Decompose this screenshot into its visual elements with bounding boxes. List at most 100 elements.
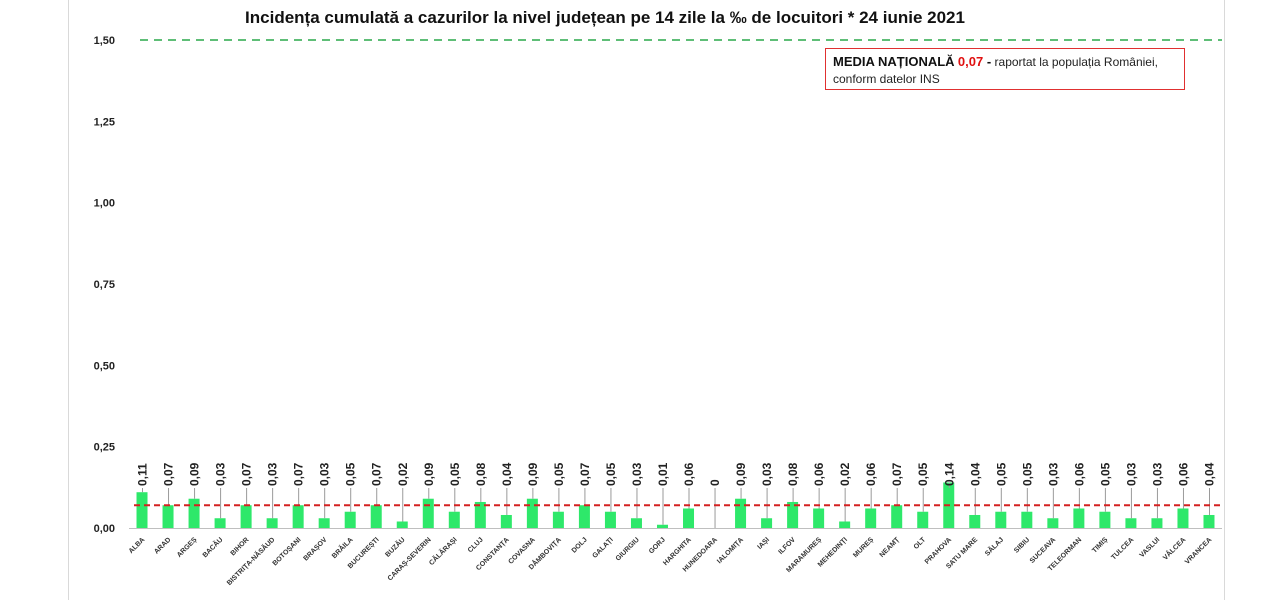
data-label: 0,07: [890, 462, 904, 486]
data-label: 0,07: [292, 462, 306, 486]
category-label: BIHOR: [230, 536, 251, 557]
data-label: 0,05: [552, 462, 566, 486]
data-label: 0,06: [812, 462, 826, 486]
national-average-annotation: MEDIA NAȚIONALĂ 0,07 - raportat la popul…: [825, 48, 1185, 90]
bar: [1021, 511, 1033, 528]
data-label: 0,05: [916, 462, 930, 486]
data-label: 0,07: [578, 462, 592, 486]
bar: [136, 492, 148, 528]
data-label: 0,03: [214, 462, 228, 486]
bar: [396, 521, 408, 528]
bar: [1177, 508, 1189, 528]
data-label: 0,09: [734, 462, 748, 486]
category-label: IALOMIȚA: [716, 536, 745, 565]
y-tick-label: 1,25: [94, 116, 115, 128]
data-label: 0,06: [1176, 462, 1190, 486]
bar: [865, 508, 877, 528]
y-tick-label: 0,50: [94, 360, 115, 372]
category-label: BISTRIȚA-NĂSĂUD: [225, 535, 277, 587]
bar: [474, 501, 486, 528]
data-label: 0,03: [318, 462, 332, 486]
category-label: BRĂILA: [330, 535, 355, 560]
data-label: 0,04: [1202, 462, 1216, 486]
data-label: 0,06: [1072, 462, 1086, 486]
category-label: ALBA: [128, 536, 147, 555]
data-label: 0,06: [864, 462, 878, 486]
bar: [526, 498, 538, 528]
bar: [995, 511, 1007, 528]
y-tick-label: 0,00: [94, 523, 115, 535]
category-label: ARAD: [153, 536, 172, 555]
data-label: 0,03: [630, 462, 644, 486]
category-label: SIBIU: [1013, 536, 1031, 554]
category-label: MUREȘ: [852, 536, 875, 559]
category-label: BACĂU: [200, 535, 224, 559]
data-label: 0,06: [682, 462, 696, 486]
category-label: CĂLĂRAȘI: [427, 535, 459, 567]
data-label: 0: [708, 479, 722, 486]
bar: [214, 518, 226, 528]
bar: [552, 511, 564, 528]
category-label: GORJ: [648, 536, 667, 555]
bar: [839, 521, 851, 528]
bar: [969, 514, 981, 528]
chart-title: Incidența cumulată a cazurilor la nivel …: [245, 8, 965, 27]
data-label: 0,05: [604, 462, 618, 486]
data-label: 0,05: [1098, 462, 1112, 486]
category-label: IAȘI: [756, 536, 771, 551]
annotation-line-1: MEDIA NAȚIONALĂ 0,07 - raportat la popul…: [833, 53, 1177, 71]
bar: [656, 524, 668, 528]
data-label: 0,05: [448, 462, 462, 486]
category-label: BUZĂU: [383, 535, 407, 559]
data-label: 0,07: [370, 462, 384, 486]
annotation-value: 0,07: [957, 54, 984, 69]
bar: [683, 508, 695, 528]
category-label: ILFOV: [777, 536, 797, 556]
bar: [266, 518, 278, 528]
data-label: 0,05: [1020, 462, 1034, 486]
bar: [318, 518, 330, 528]
data-label: 0,03: [1150, 462, 1164, 486]
bar: [500, 514, 512, 528]
bar: [1203, 514, 1215, 528]
data-label: 0,02: [396, 462, 410, 486]
bar: [422, 498, 434, 528]
bar: [448, 511, 460, 528]
data-label: 0,05: [994, 462, 1008, 486]
data-label: 0,03: [266, 462, 280, 486]
bar: [344, 511, 356, 528]
category-label: OLT: [913, 536, 928, 551]
data-label: 0,03: [760, 462, 774, 486]
category-label: BOTOȘANI: [272, 536, 303, 567]
data-label: 0,02: [838, 462, 852, 486]
y-tick-label: 1,00: [94, 198, 115, 210]
bar: [578, 505, 590, 528]
chart-frame-left-border: [68, 0, 69, 600]
annotation-separator: -: [983, 54, 992, 69]
data-label: 0,07: [162, 462, 176, 486]
data-label: 0,14: [942, 462, 956, 486]
bar: [370, 505, 382, 528]
category-label: VASLUI: [1139, 536, 1162, 559]
bar: [917, 511, 929, 528]
bar: [891, 505, 903, 528]
bar: [787, 501, 799, 528]
bar: [1047, 518, 1059, 528]
data-label: 0,08: [474, 462, 488, 486]
data-label: 0,09: [422, 462, 436, 486]
annotation-label: MEDIA NAȚIONALĂ: [833, 54, 955, 69]
bar: [188, 498, 200, 528]
category-label: DOLJ: [571, 536, 589, 554]
bar: [1099, 511, 1111, 528]
y-tick-label: 0,75: [94, 279, 115, 291]
bar: [292, 505, 304, 528]
data-label: 0,03: [1046, 462, 1060, 486]
y-tick-label: 1,50: [94, 35, 115, 47]
bar: [735, 498, 747, 528]
bar: [630, 518, 642, 528]
data-label: 0,07: [240, 462, 254, 486]
bar: [162, 505, 174, 528]
data-label: 0,11: [136, 463, 150, 486]
annotation-text-1: raportat la populația României,: [991, 55, 1158, 69]
